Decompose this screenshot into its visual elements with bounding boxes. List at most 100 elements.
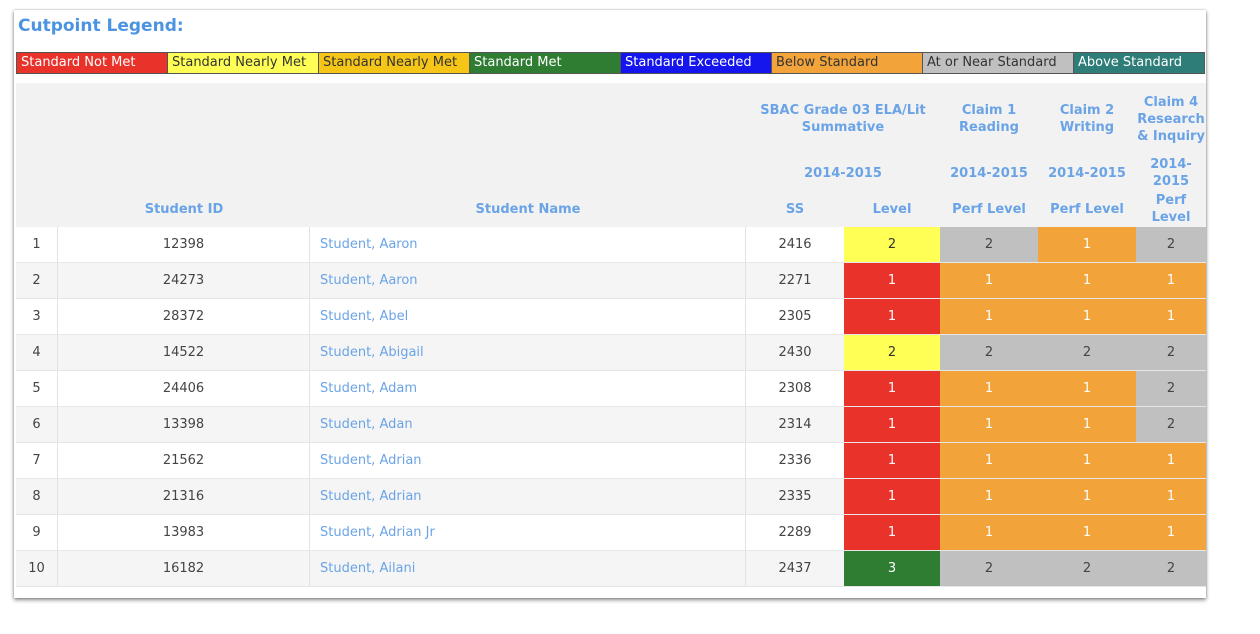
cutpoint-legend: Standard Not Met Standard Nearly Met Sta…: [16, 52, 1205, 74]
student-name-link[interactable]: Student, Adan: [310, 407, 746, 442]
legend-standard-exceeded: Standard Exceeded: [621, 53, 772, 73]
student-name-link[interactable]: Student, Aaron: [310, 263, 746, 298]
student-name-link[interactable]: Student, Abigail: [310, 335, 746, 370]
table-row: 2 24273 Student, Aaron 2271 1 1 1 1: [16, 263, 1206, 299]
claim2-header[interactable]: Claim 2 Writing: [1059, 103, 1115, 135]
student-id-cell: 12398: [58, 227, 310, 262]
table-row: 5 24406 Student, Adam 2308 1 1 1 2: [16, 371, 1206, 407]
scale-score-cell: 2430: [778, 345, 812, 360]
claim1-cell: 2: [940, 227, 1038, 262]
claim1-cell: 2: [940, 551, 1038, 586]
claim1-cell: 1: [940, 515, 1038, 550]
scale-score-cell: 2305: [778, 309, 812, 324]
student-name-link[interactable]: Student, Ailani: [310, 551, 746, 586]
claim1-header[interactable]: Claim 1 Reading: [959, 103, 1019, 135]
header-row-assessments: SBAC Grade 03 ELA/Lit Summative Claim 1 …: [16, 83, 1206, 156]
level-cell: 1: [844, 371, 940, 406]
claim2-cell: 2: [1038, 551, 1136, 586]
level-cell: 1: [844, 479, 940, 514]
claim4-cell: 1: [1136, 443, 1206, 478]
claim2-cell: 1: [1038, 515, 1136, 550]
claim4-cell: 2: [1136, 371, 1206, 406]
claim4-header[interactable]: Claim 4 Research & Inquiry: [1137, 94, 1205, 144]
col-ss[interactable]: SS: [785, 201, 805, 217]
table-row: 10 16182 Student, Ailani 2437 3 2 2 2: [16, 551, 1206, 587]
year-claim2: 2014-2015: [1048, 165, 1126, 181]
level-cell: 1: [844, 515, 940, 550]
col-level[interactable]: Level: [872, 201, 912, 217]
claim2-cell: 1: [1038, 443, 1136, 478]
year-claim1: 2014-2015: [950, 165, 1028, 181]
claim1-cell: 1: [940, 479, 1038, 514]
student-name-link[interactable]: Student, Adrian: [310, 479, 746, 514]
student-id-cell: 28372: [58, 299, 310, 334]
claim1-cell: 1: [940, 443, 1038, 478]
claim2-cell: 1: [1038, 479, 1136, 514]
header-row-columns: Student ID Student Name SS Level Perf Le…: [16, 191, 1206, 227]
student-name-link[interactable]: Student, Aaron: [310, 227, 746, 262]
row-index: 4: [16, 335, 58, 370]
claim2-cell: 2: [1038, 335, 1136, 370]
scale-score-cell: 2308: [778, 381, 812, 396]
claim2-cell: 1: [1038, 299, 1136, 334]
claim1-cell: 1: [940, 407, 1038, 442]
row-index: 9: [16, 515, 58, 550]
col-student-id[interactable]: Student ID: [144, 201, 224, 217]
table-row: 7 21562 Student, Adrian 2336 1 1 1 1: [16, 443, 1206, 479]
claim1-cell: 1: [940, 299, 1038, 334]
row-index: 7: [16, 443, 58, 478]
legend-standard-nearly-met-gold: Standard Nearly Met: [319, 53, 470, 73]
col-claim1-perf[interactable]: Perf Level: [952, 201, 1026, 217]
col-student-name[interactable]: Student Name: [475, 201, 581, 217]
claim4-cell: 2: [1136, 227, 1206, 262]
claim1-cell: 1: [940, 263, 1038, 298]
scale-score-cell: 2289: [778, 525, 812, 540]
level-cell: 1: [844, 299, 940, 334]
scale-score-cell: 2336: [778, 453, 812, 468]
legend-standard-not-met: Standard Not Met: [17, 53, 168, 73]
legend-title: Cutpoint Legend:: [18, 16, 184, 36]
table-row: 9 13983 Student, Adrian Jr 2289 1 1 1 1: [16, 515, 1206, 551]
legend-below-standard: Below Standard: [772, 53, 923, 73]
scale-score-cell: 2335: [778, 489, 812, 504]
row-index: 5: [16, 371, 58, 406]
student-id-cell: 21562: [58, 443, 310, 478]
row-index: 2: [16, 263, 58, 298]
level-cell: 2: [844, 335, 940, 370]
claim2-cell: 1: [1038, 263, 1136, 298]
year-assessment: 2014-2015: [804, 165, 882, 181]
level-cell: 1: [844, 443, 940, 478]
level-cell: 2: [844, 227, 940, 262]
claim4-cell: 1: [1136, 515, 1206, 550]
scale-score-cell: 2271: [778, 273, 812, 288]
legend-standard-met: Standard Met: [470, 53, 621, 73]
table-row: 1 12398 Student, Aaron 2416 2 2 1 2: [16, 227, 1206, 263]
student-name-link[interactable]: Student, Adrian: [310, 443, 746, 478]
claim2-cell: 1: [1038, 371, 1136, 406]
student-id-cell: 14522: [58, 335, 310, 370]
report-card: Cutpoint Legend: Standard Not Met Standa…: [14, 10, 1206, 598]
assessment-header[interactable]: SBAC Grade 03 ELA/Lit Summative: [760, 103, 926, 135]
claim4-cell: 1: [1136, 479, 1206, 514]
row-index: 3: [16, 299, 58, 334]
student-id-cell: 13398: [58, 407, 310, 442]
scale-score-cell: 2416: [778, 237, 812, 252]
level-cell: 3: [844, 551, 940, 586]
claim2-cell: 1: [1038, 227, 1136, 262]
row-index: 6: [16, 407, 58, 442]
row-index: 1: [16, 227, 58, 262]
student-name-link[interactable]: Student, Abel: [310, 299, 746, 334]
table-row: 6 13398 Student, Adan 2314 1 1 1 2: [16, 407, 1206, 443]
student-id-cell: 24406: [58, 371, 310, 406]
table-row: 3 28372 Student, Abel 2305 1 1 1 1: [16, 299, 1206, 335]
student-name-link[interactable]: Student, Adam: [310, 371, 746, 406]
row-index: 8: [16, 479, 58, 514]
legend-standard-nearly-met-yellow: Standard Nearly Met: [168, 53, 319, 73]
student-id-cell: 21316: [58, 479, 310, 514]
col-claim2-perf[interactable]: Perf Level: [1050, 201, 1124, 217]
claim4-cell: 2: [1136, 551, 1206, 586]
student-name-link[interactable]: Student, Adrian Jr: [310, 515, 746, 550]
col-claim4-perf[interactable]: Perf Level: [1151, 193, 1191, 225]
level-cell: 1: [844, 263, 940, 298]
row-index: 10: [16, 551, 58, 586]
